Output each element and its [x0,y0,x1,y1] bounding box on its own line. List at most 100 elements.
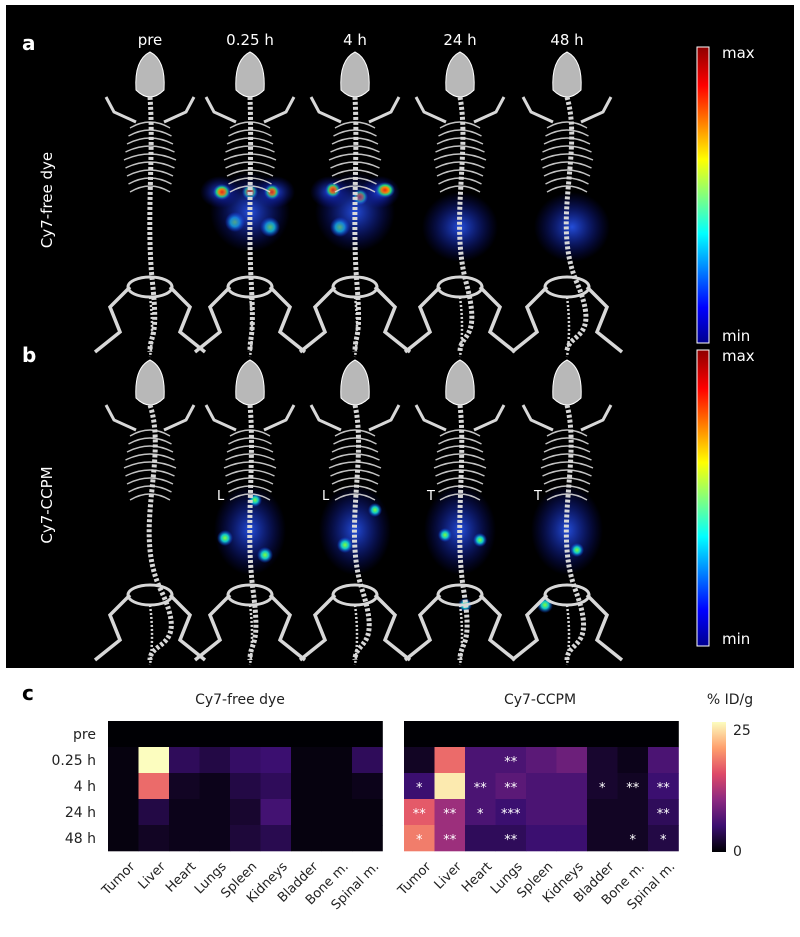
rib [546,429,588,437]
hindlimb-right [268,285,307,354]
heatmap-cell [434,747,466,774]
rib [129,429,171,437]
rib [436,445,484,453]
heatmap-cell [230,799,261,826]
rib [333,437,377,445]
forelimb-right [263,96,296,124]
rib [542,161,592,169]
heatmap-cell [495,799,527,826]
heatmap-cell [108,773,139,800]
hindlimb-right [478,285,517,354]
rib [330,161,380,169]
rib [225,453,275,461]
rib [436,169,484,177]
significance-mark: ** [504,781,518,796]
spine [563,96,589,353]
heatmap-cell [526,799,557,826]
rib [126,137,174,145]
forelimb-left [521,404,554,432]
hindlimb-left [193,285,232,354]
rib [223,461,277,469]
heatmap-cell [291,747,322,774]
hindlimb-right [268,593,307,662]
hindlimb-right [585,593,624,662]
heatmap-cell [404,799,435,826]
heatmap-cell [291,773,322,800]
heatmap-cell [138,747,170,774]
heatmap-cell [352,825,383,852]
heatmap-cell [108,825,139,852]
heatmap-free-dye: TumorLiverHeartLungsSpleenKidneysBladder… [99,721,383,913]
rib [226,169,274,177]
significance-mark: * [416,833,423,848]
rib [328,153,382,161]
rib [229,493,271,501]
mouse-a3 [403,51,517,358]
heatmap-cell [321,773,353,800]
heatmap-cell [404,721,435,748]
significance-mark: ** [413,807,427,822]
rib [334,493,376,501]
heatmap-column-label: Tumor [99,859,139,899]
heatmap-cell [648,825,679,852]
hindlimb-left [193,593,232,662]
rib [128,129,172,137]
heatmap-cell [556,799,588,826]
hindlimb-left [403,593,442,662]
heatmap-cell [260,773,292,800]
heatmap-row-label: 24 h [65,805,96,821]
tail [248,296,254,358]
heatmap-cell [648,799,679,826]
tail [148,604,154,666]
rib [226,137,274,145]
rib [438,437,482,445]
heatmap-colorbar-min: 0 [733,844,742,860]
rib [125,453,175,461]
significance-mark: * [660,833,667,848]
heatmap-cell [526,825,557,852]
significance-mark: * [477,807,484,822]
rib [123,153,177,161]
heatmap-cell [291,721,322,748]
forelimb-right [473,96,506,124]
rib [542,453,592,461]
heatmap-cell [260,799,292,826]
heatmap-cell [495,773,527,800]
heatmap-cell [434,773,466,800]
heatmap-column-label: Liver [432,859,466,893]
heatmap-column-label: Heart [163,859,199,895]
rib [330,453,380,461]
hindlimb-left [298,593,337,662]
rib [439,429,481,437]
heatmap-cell [404,825,435,852]
heatmap-colorbar-unit: % ID/g [707,692,753,708]
rib [228,177,272,185]
rib [435,145,485,153]
rib [439,121,481,129]
heatmap-column-label: Tumor [395,859,435,899]
forelimb-right [580,96,613,124]
rib [123,461,177,469]
hindlimb-right [168,593,207,662]
rib [436,477,484,485]
tail [458,296,464,358]
heatmap-cell [230,747,261,774]
heatmap-cell [556,773,588,800]
rib [546,121,588,129]
rib [330,469,380,477]
heatmap-row-label: pre [73,727,96,743]
mouse-a0 [93,51,207,358]
heatmap-cell [230,825,261,852]
panel-a-letter: a [22,31,36,55]
significance-mark: ** [626,781,640,796]
forelimb-right [580,404,613,432]
heatmap-cell [434,825,466,852]
rib [225,161,275,169]
forelimb-right [368,404,401,432]
heatmap-row-labels: pre 0.25 h 4 h 24 h 48 h [52,727,97,847]
heatmap-cell [434,799,466,826]
rib [333,177,377,185]
fluorescence-signal [257,547,273,563]
heatmap-cell [465,773,496,800]
rib [128,177,172,185]
